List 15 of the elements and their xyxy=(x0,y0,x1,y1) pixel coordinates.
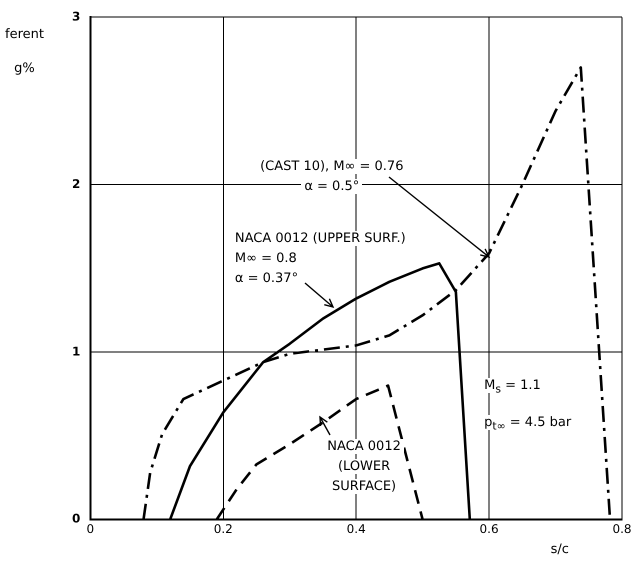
y-tick-label: 3 xyxy=(72,9,80,24)
y-tick-label: 2 xyxy=(72,176,80,191)
x-tick-label: 0.2 xyxy=(214,522,233,536)
text: M$_{s}$ = 1.1 p$_{t∞}$ = 4.5 bar xyxy=(484,378,572,434)
y-tick-label: 0 xyxy=(72,512,80,526)
x-tick-label: 0.4 xyxy=(346,522,366,536)
x-tick-label: 0.6 xyxy=(480,522,499,536)
x-axis-title: s/c xyxy=(548,542,572,557)
annotation: NACA 0012 (LOWER SURFACE) xyxy=(326,439,402,494)
x-tick-label: 0 xyxy=(86,522,94,536)
annotation: NACA 0012 (UPPER SURF.) M∞ = 0.8 α = 0.37° xyxy=(234,230,407,286)
text: ferent g% xyxy=(5,27,44,76)
annotation: (CAST 10), M∞ = 0.76 α = 0.5° xyxy=(259,158,404,194)
x-tick-label: 0.8 xyxy=(612,522,632,536)
y-tick-label: 1 xyxy=(72,344,80,358)
